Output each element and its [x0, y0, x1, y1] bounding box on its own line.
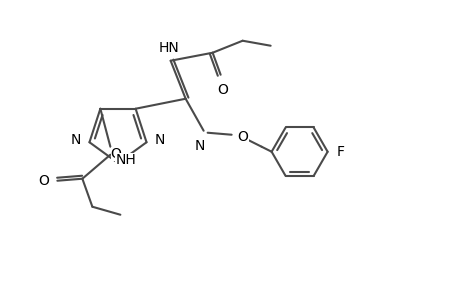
Text: N: N — [71, 133, 81, 147]
Text: O: O — [39, 174, 49, 188]
Text: O: O — [110, 147, 121, 161]
Text: NH: NH — [115, 153, 136, 167]
Text: F: F — [336, 145, 344, 159]
Text: O: O — [217, 83, 228, 97]
Text: N: N — [194, 139, 204, 153]
Text: N: N — [154, 133, 164, 147]
Text: O: O — [237, 130, 248, 144]
Text: HN: HN — [158, 41, 179, 55]
